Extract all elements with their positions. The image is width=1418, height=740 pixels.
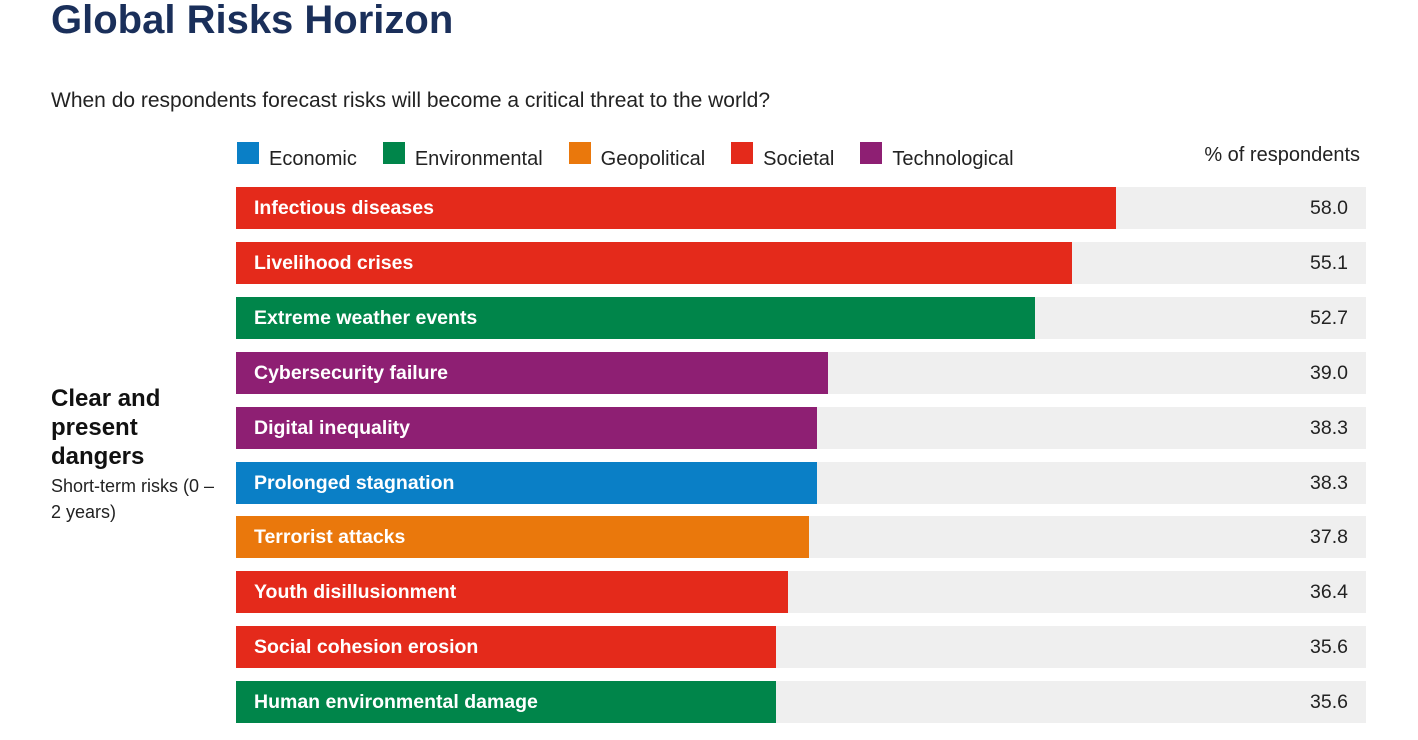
bar-row: Livelihood crises 55.1 [236, 241, 1366, 284]
bar-label: Extreme weather events [254, 306, 478, 329]
bar-value: 55.1 [1310, 251, 1348, 274]
legend-label: Societal [763, 147, 835, 170]
chart-subtitle: When do respondents forecast risks will … [51, 89, 770, 112]
legend-swatch [568, 142, 591, 164]
bar-value: 35.6 [1310, 636, 1348, 659]
bar-value: 36.4 [1310, 581, 1348, 604]
legend-swatch [731, 142, 754, 164]
bar-row: Human environmental damage 35.6 [236, 681, 1366, 724]
bar-value: 52.7 [1310, 306, 1348, 329]
bar-row: Digital inequality 38.3 [236, 406, 1366, 449]
legend-label: Environmental [414, 147, 543, 170]
bar-row: Infectious diseases 58.0 [236, 187, 1366, 229]
group-subtitle: Short-term risks (0 – 2 years) [51, 476, 215, 522]
bar [236, 681, 776, 724]
bar-label: Cybersecurity failure [254, 361, 449, 384]
bar-label: Livelihood crises [254, 251, 414, 274]
chart-title: Global Risks Horizon [51, 0, 454, 42]
legend-label: Geopolitical [600, 147, 706, 170]
unit-label: % of respondents [1204, 144, 1360, 166]
bar [236, 571, 789, 614]
bar-label: Human environmental damage [254, 691, 538, 714]
legend-label: Economic [269, 147, 357, 170]
legend-swatch [382, 142, 405, 164]
bar [236, 351, 828, 394]
bar-value: 39.0 [1310, 361, 1348, 384]
bar-value: 58.0 [1310, 197, 1348, 219]
risk-group: Clear and present dangers Short-term ris… [51, 384, 221, 525]
bar-row: Youth disillusionment 36.4 [236, 571, 1366, 614]
bar-label: Prolonged stagnation [254, 471, 455, 494]
bar [236, 296, 1036, 339]
bar-label: Social cohesion erosion [254, 636, 479, 659]
bar-value: 38.3 [1310, 416, 1348, 439]
legend-swatch [237, 142, 259, 164]
legend-item-geopolitical: Geopolitical [568, 142, 706, 170]
bar-label: Infectious diseases [254, 197, 434, 219]
bar [236, 626, 776, 669]
bar-label: Youth disillusionment [254, 581, 457, 604]
bar [236, 461, 817, 504]
bar-row: Cybersecurity failure 39.0 [236, 351, 1366, 394]
bar-value: 37.8 [1310, 526, 1348, 549]
bar-row: Prolonged stagnation 38.3 [236, 461, 1366, 504]
legend-item-technological: Technological [860, 142, 1014, 170]
legend-swatch [860, 142, 883, 164]
bar-row: Terrorist attacks 37.8 [236, 516, 1366, 559]
bar [236, 406, 817, 449]
bar-row: Social cohesion erosion 35.6 [236, 626, 1366, 669]
legend: Economic Environmental Geopolitical Societa… [237, 142, 1040, 170]
bar-label: Digital inequality [254, 416, 411, 439]
bar [236, 516, 810, 559]
bar-row: Extreme weather events 52.7 [236, 296, 1366, 339]
bar-label: Terrorist attacks [254, 526, 406, 549]
bar [236, 241, 1072, 284]
legend-item-societal: Societal [731, 142, 835, 170]
bar-value: 35.6 [1310, 691, 1348, 714]
legend-item-economic: Economic [237, 142, 357, 170]
group-title: Clear and present dangers [51, 385, 161, 470]
legend-item-environmental: Environmental [382, 142, 543, 170]
bar [236, 187, 1116, 229]
legend-label: Technological [892, 147, 1014, 170]
bar-value: 38.3 [1310, 471, 1348, 494]
